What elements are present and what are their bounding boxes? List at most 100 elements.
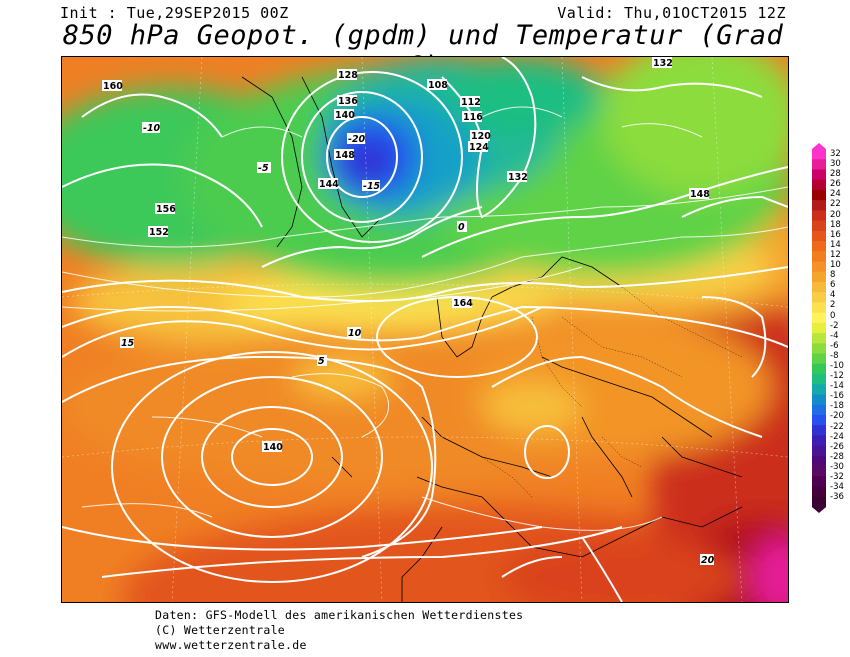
colorbar-swatch [812,179,826,191]
geo-label: 132 [508,172,528,183]
colorbar-swatch [812,251,826,263]
geo-label: 148 [335,150,355,161]
colorbar-swatch [812,312,826,324]
colorbar-label: 28 [830,169,841,180]
temperature-colorbar [812,143,826,513]
colorbar-label: -20 [830,411,844,422]
colorbar-swatch [812,241,826,252]
geo-label: 140 [335,110,355,121]
colorbar-label: -22 [830,421,844,432]
footer: Daten: GFS-Modell des amerikanischen Wet… [155,608,523,653]
colorbar-label: 8 [830,270,836,281]
colorbar-swatch [812,394,826,406]
temp-label: -15 [363,181,381,192]
geo-label: 148 [690,189,710,200]
colorbar-swatch [812,496,826,508]
colorbar-swatch [812,169,826,181]
colorbar-swatch [812,220,826,232]
colorbar-label: 14 [830,239,841,250]
colorbar-label: 24 [830,189,841,200]
colorbar-label: 32 [830,149,841,159]
footer-copyright: (C) Wetterzentrale [155,623,286,637]
colorbar-label: -28 [830,451,844,462]
colorbar-label: 0 [830,310,836,321]
colorbar-label: 18 [830,219,841,230]
temperature-labels: -10 -15 -20 -5 0 5 10 15 20 [120,122,715,566]
colorbar-label: 12 [830,249,841,260]
colorbar-swatch [812,353,826,365]
temp-label: 0 [458,222,465,233]
colorbar-swatch [812,404,826,416]
colorbar-swatch [812,271,826,283]
geopotential-contours [62,57,788,602]
weather-map: 160 128 136 140 148 112 116 120 124 132 … [61,56,789,603]
colorbar-label: -24 [830,431,844,442]
colorbar-label: 16 [830,229,841,240]
colorbar-label: -6 [830,340,839,351]
colorbar-label: -32 [830,472,844,482]
colorbar-swatch [812,210,826,222]
colorbar-swatch [812,189,826,201]
colorbar-swatch [812,333,826,344]
colorbar-label: -26 [830,441,844,452]
colorbar-label: -12 [830,371,844,382]
temperature-shading [62,57,788,602]
colorbar-scale [812,143,826,513]
graticule [62,57,788,602]
geo-label: 112 [461,97,481,108]
temp-label: -5 [258,163,269,174]
colorbar-label: -30 [830,461,844,472]
colorbar-swatch [812,414,826,426]
colorbar-swatch [812,343,826,355]
colorbar-swatch [812,363,826,375]
geo-label: 108 [428,80,448,91]
colorbar-swatch [812,302,826,314]
colorbar-label: 22 [830,199,841,210]
geo-label: 116 [463,112,483,123]
geo-label: 128 [338,70,358,81]
colorbar-label: 20 [830,209,841,220]
geo-label: 164 [453,298,473,309]
geopotential-labels: 160 128 136 140 148 112 116 120 124 132 … [102,57,710,453]
geo-label: 120 [471,131,491,142]
borders [481,286,743,498]
colorbar-label: 26 [830,179,841,190]
colorbar-label: 30 [830,159,841,170]
colorbar-label: -18 [830,401,844,412]
colorbar-swatch [812,455,826,467]
colorbar-labels: 32 30 28 26 24 22 20 18 16 14 12 10 8 6 4 2 0 -2 -4 -6 -8 -10… [830,149,844,502]
colorbar-label: -36 [830,492,844,503]
footer-website: www.wetterzentrale.de [155,638,307,652]
geo-label: 124 [469,142,489,153]
geo-label: 156 [156,204,176,215]
colorbar-swatch [812,292,826,303]
colorbar-swatch [812,374,826,385]
colorbar-label: 6 [830,280,836,291]
colorbar-label: -2 [830,320,839,331]
colorbar-swatch [812,466,826,477]
geo-label: 152 [149,227,169,238]
geo-label: 144 [319,179,339,190]
colorbar-label: -14 [830,381,844,392]
geo-label: 132 [653,58,673,69]
geo-label: 160 [103,81,123,92]
colorbar-swatch [812,281,826,293]
colorbar-swatch [812,435,826,447]
colorbar-swatch [812,322,826,334]
temp-label: -10 [143,123,161,134]
colorbar-label: -34 [830,482,844,493]
temp-label: -20 [348,134,366,145]
map-canvas: 160 128 136 140 148 112 116 120 124 132 … [62,57,788,602]
temperature-contours [62,106,788,531]
colorbar-swatch [812,425,826,436]
colorbar-swatch [812,159,826,170]
colorbar-label: 4 [830,290,836,301]
colorbar-label: -16 [830,391,844,402]
colorbar-swatch [812,445,826,457]
temp-label: 10 [348,328,362,339]
chart-title: 850 hPa Geopot. (gpdm) und Temperatur (G… [62,20,784,82]
colorbar-label: 10 [830,260,841,271]
colorbar-swatch [812,476,826,488]
geo-label: 140 [263,442,283,453]
colorbar-label: -10 [830,360,844,371]
